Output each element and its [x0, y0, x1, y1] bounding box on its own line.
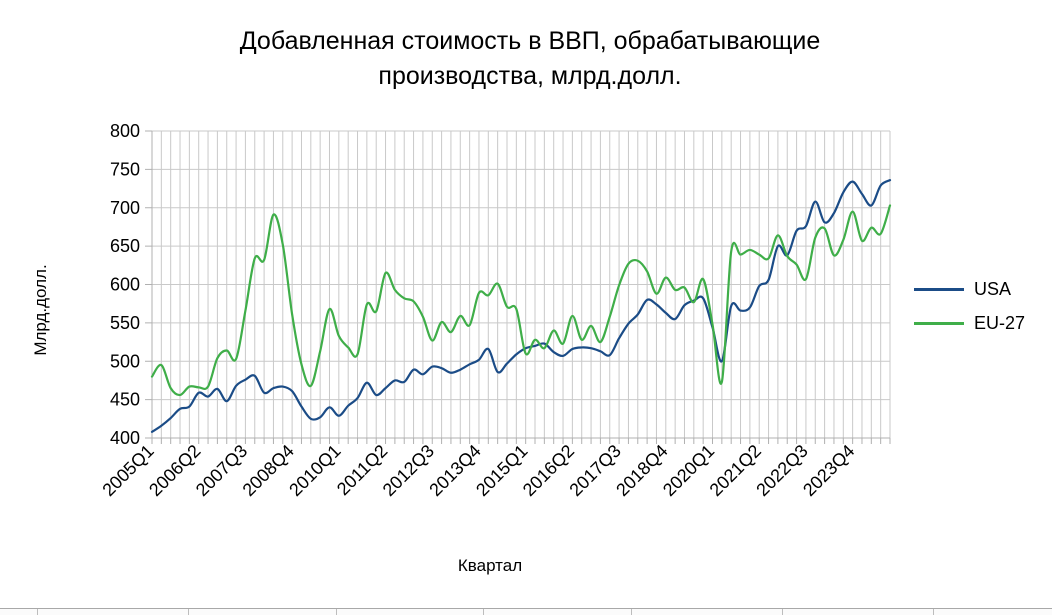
x-tick-label: 2018Q4: [612, 441, 671, 500]
cell-border: [336, 609, 337, 615]
x-tick-label: 2012Q3: [379, 441, 438, 500]
y-tick-label: 800: [110, 121, 140, 141]
legend-line-eu27: [914, 321, 964, 325]
cell-border: [782, 609, 783, 615]
x-tick-label: 2020Q1: [659, 441, 718, 500]
x-tick-label: 2007Q3: [192, 441, 251, 500]
cell-border: [188, 609, 189, 615]
x-tick-label: 2021Q2: [706, 441, 765, 500]
x-tick-label: 2023Q4: [799, 441, 858, 500]
chart-title-line1: Добавленная стоимость в ВВП, обрабатываю…: [239, 27, 821, 55]
x-tick-label: 2022Q3: [752, 441, 811, 500]
x-tick-label: 2013Q4: [425, 441, 484, 500]
x-tick-label: 2008Q4: [239, 441, 298, 500]
series-line-eu-27: [150, 204, 892, 397]
cell-border: [483, 609, 484, 615]
y-axis-title: Млрд.долл.: [31, 264, 50, 355]
cell-border: [933, 609, 934, 615]
chart-legend: USA EU-27: [914, 272, 1025, 340]
y-tick-label: 500: [110, 351, 140, 371]
legend-label-eu27: EU-27: [974, 312, 1026, 333]
y-tick-label: 750: [110, 159, 140, 179]
series-line-usa: [150, 179, 892, 433]
cell-border: [631, 609, 632, 615]
y-tick-label: 550: [110, 313, 140, 333]
x-axis-title: Квартал: [458, 556, 522, 575]
spreadsheet-row-strip: [0, 608, 1052, 615]
legend-line-usa: [914, 287, 964, 291]
y-tick-label: 650: [110, 236, 140, 256]
legend-item-usa: USA: [914, 272, 1025, 306]
x-tick-label: 2017Q3: [565, 441, 624, 500]
legend-label-usa: USA: [974, 278, 1012, 299]
chart-title-line2: производства, млрд.долл.: [378, 62, 682, 90]
y-tick-label: 600: [110, 275, 140, 295]
legend-item-eu27: EU-27: [914, 306, 1025, 340]
x-tick-label: 2010Q1: [285, 441, 344, 500]
x-tick-label: 2016Q2: [519, 441, 578, 500]
y-tick-label: 450: [110, 390, 140, 410]
y-tick-label: 700: [110, 198, 140, 218]
y-tick-label: 400: [110, 428, 140, 448]
x-tick-label: 2005Q1: [98, 441, 157, 500]
x-tick-label: 2015Q1: [472, 441, 531, 500]
chart-title: Добавленная стоимость в ВВП, обрабатываю…: [4, 24, 1052, 94]
cell-border: [37, 609, 38, 615]
x-tick-label: 2006Q2: [145, 441, 204, 500]
